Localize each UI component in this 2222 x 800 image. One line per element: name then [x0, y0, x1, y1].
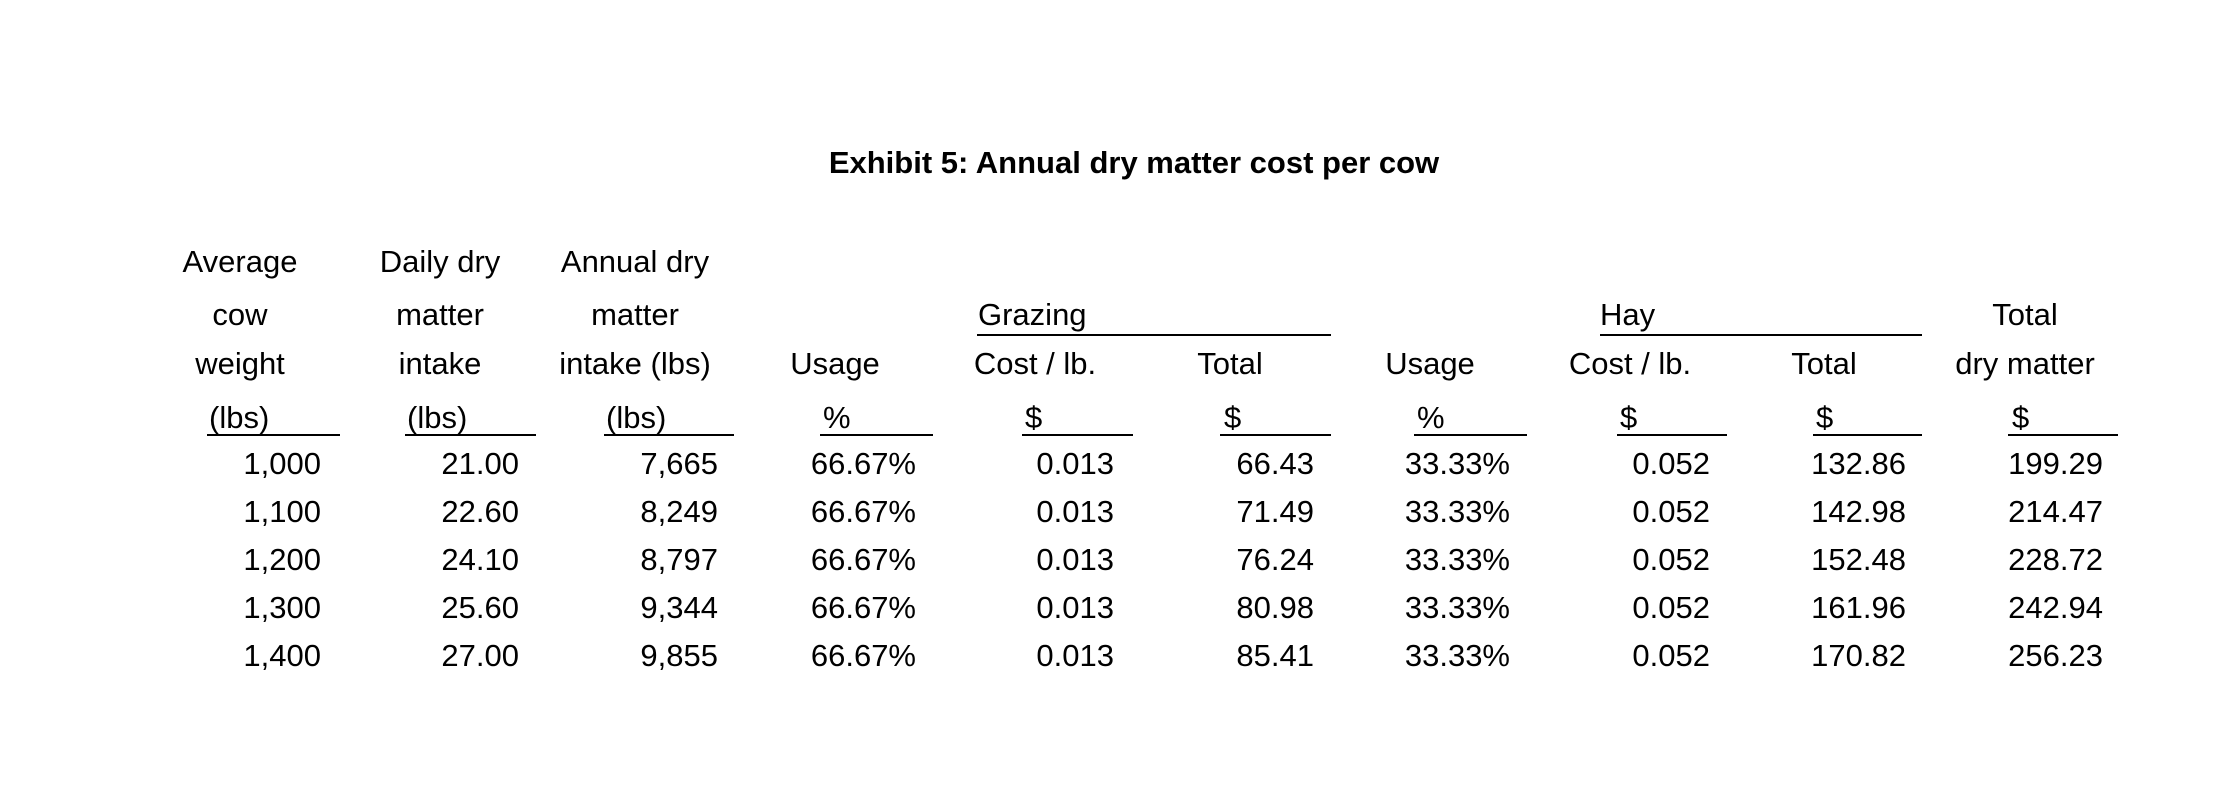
header-annual-dm-line1: Annual dry — [560, 244, 710, 279]
cell-total-dm: 242.94 — [2008, 590, 2103, 625]
header-rule-avg-weight — [207, 434, 340, 436]
header-avg-weight-line1: Average — [182, 244, 298, 279]
cell-daily-dm: 27.00 — [441, 638, 519, 673]
header-hay-usage: Usage — [1385, 346, 1475, 381]
cell-annual-dm: 8,797 — [640, 542, 718, 577]
cell-hay-usage: 33.33% — [1404, 446, 1510, 481]
header-grazing-total-unit: $ — [1224, 400, 1242, 435]
cell-avg-weight: 1,200 — [243, 542, 321, 577]
header-annual-dm-unit: (lbs) — [606, 400, 667, 435]
header-grazing-cost-per-lb: Cost / lb. — [973, 346, 1097, 381]
cell-hay-usage: 33.33% — [1404, 542, 1510, 577]
header-rule-grazing-cost — [1022, 434, 1133, 436]
cell-hay-cost: 0.052 — [1632, 542, 1710, 577]
cell-daily-dm: 22.60 — [441, 494, 519, 529]
header-hay-total-unit: $ — [1816, 400, 1834, 435]
cell-total-dm: 256.23 — [2008, 638, 2103, 673]
header-hay-cost-per-lb: Cost / lb. — [1568, 346, 1692, 381]
table-title: Exhibit 5: Annual dry matter cost per co… — [828, 145, 1440, 180]
header-rule-grazing-usage — [820, 434, 933, 436]
cell-annual-dm: 9,344 — [640, 590, 718, 625]
cell-grazing-cost: 0.013 — [1036, 590, 1114, 625]
cell-grazing-usage: 66.67% — [810, 638, 916, 673]
cell-hay-cost: 0.052 — [1632, 638, 1710, 673]
header-rule-grazing-total — [1220, 434, 1331, 436]
cell-grazing-total: 66.43 — [1236, 446, 1314, 481]
cell-grazing-total: 76.24 — [1236, 542, 1314, 577]
header-daily-dm-line2: matter — [396, 297, 484, 332]
cell-annual-dm: 9,855 — [640, 638, 718, 673]
header-total-dm-line1: Total — [1992, 297, 2058, 332]
cell-avg-weight: 1,400 — [243, 638, 321, 673]
cell-total-dm: 214.47 — [2008, 494, 2103, 529]
cell-hay-total: 170.82 — [1811, 638, 1906, 673]
header-annual-dm-line2: matter — [591, 297, 679, 332]
header-avg-weight-line2: cow — [212, 297, 268, 332]
cell-grazing-cost: 0.013 — [1036, 494, 1114, 529]
header-grazing-usage-unit: % — [823, 400, 851, 435]
cell-hay-cost: 0.052 — [1632, 590, 1710, 625]
header-avg-weight-line3: weight — [195, 346, 285, 381]
cell-grazing-total: 85.41 — [1236, 638, 1314, 673]
cell-grazing-usage: 66.67% — [810, 542, 916, 577]
cell-hay-total: 152.48 — [1811, 542, 1906, 577]
cell-grazing-usage: 66.67% — [810, 590, 916, 625]
header-rule-annual-dm — [604, 434, 734, 436]
cell-daily-dm: 21.00 — [441, 446, 519, 481]
cell-grazing-cost: 0.013 — [1036, 638, 1114, 673]
header-daily-dm-line3: intake — [398, 346, 482, 381]
cell-avg-weight: 1,100 — [243, 494, 321, 529]
cell-total-dm: 228.72 — [2008, 542, 2103, 577]
cell-daily-dm: 25.60 — [441, 590, 519, 625]
cell-hay-total: 161.96 — [1811, 590, 1906, 625]
header-daily-dm-unit: (lbs) — [407, 400, 468, 435]
header-hay-group: Hay — [1600, 297, 1656, 332]
header-grazing-cost-unit: $ — [1025, 400, 1043, 435]
cell-daily-dm: 24.10 — [441, 542, 519, 577]
cell-hay-cost: 0.052 — [1632, 494, 1710, 529]
cell-grazing-cost: 0.013 — [1036, 446, 1114, 481]
header-avg-weight-unit: (lbs) — [209, 400, 270, 435]
cell-annual-dm: 8,249 — [640, 494, 718, 529]
header-hay-usage-unit: % — [1417, 400, 1445, 435]
cell-total-dm: 199.29 — [2008, 446, 2103, 481]
cell-hay-total: 142.98 — [1811, 494, 1906, 529]
cell-annual-dm: 7,665 — [640, 446, 718, 481]
cell-hay-usage: 33.33% — [1404, 494, 1510, 529]
cell-hay-cost: 0.052 — [1632, 446, 1710, 481]
header-grazing-group: Grazing — [978, 297, 1087, 332]
header-rule-hay-cost — [1617, 434, 1727, 436]
cell-hay-total: 132.86 — [1811, 446, 1906, 481]
cell-avg-weight: 1,300 — [243, 590, 321, 625]
header-annual-dm-line3: intake (lbs) — [559, 346, 711, 381]
cell-grazing-total: 71.49 — [1236, 494, 1314, 529]
header-hay-total: Total — [1791, 346, 1857, 381]
header-rule-total-dm — [2008, 434, 2118, 436]
cell-grazing-usage: 66.67% — [810, 494, 916, 529]
cell-hay-usage: 33.33% — [1404, 638, 1510, 673]
header-rule-daily-dm — [405, 434, 536, 436]
header-hay-cost-unit: $ — [1620, 400, 1638, 435]
header-total-dm-line2: dry matter — [1955, 346, 2095, 381]
grazing-group-rule — [977, 334, 1331, 336]
cell-hay-usage: 33.33% — [1404, 590, 1510, 625]
header-grazing-total: Total — [1197, 346, 1263, 381]
header-rule-hay-total — [1813, 434, 1922, 436]
cell-grazing-usage: 66.67% — [810, 446, 916, 481]
cell-avg-weight: 1,000 — [243, 446, 321, 481]
header-grazing-usage: Usage — [790, 346, 880, 381]
cell-grazing-total: 80.98 — [1236, 590, 1314, 625]
header-total-dm-unit: $ — [2012, 400, 2030, 435]
header-daily-dm-line1: Daily dry — [379, 244, 501, 279]
header-rule-hay-usage — [1414, 434, 1527, 436]
cell-grazing-cost: 0.013 — [1036, 542, 1114, 577]
hay-group-rule — [1600, 334, 1922, 336]
